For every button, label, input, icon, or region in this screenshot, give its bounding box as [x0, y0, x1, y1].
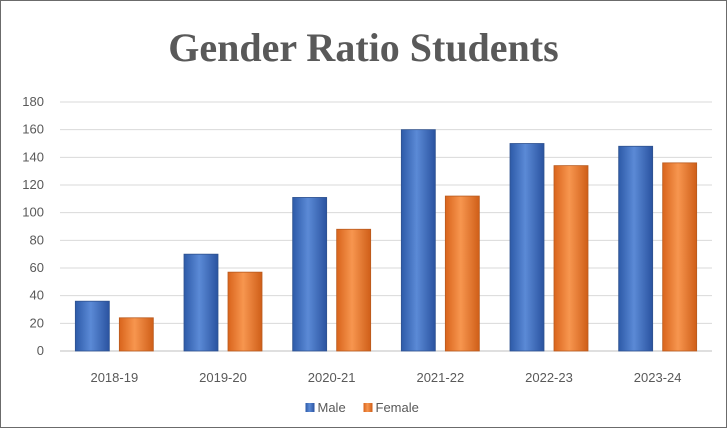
bar-female-2022-23	[553, 165, 589, 352]
y-tick-label: 0	[37, 343, 44, 358]
y-tick-label: 40	[30, 288, 44, 303]
x-tick-label: 2021-22	[416, 370, 464, 385]
y-tick-label: 140	[22, 149, 44, 164]
bar-female-2018-19	[118, 317, 154, 352]
bar-male-2021-22	[400, 129, 436, 352]
y-tick-label: 160	[22, 122, 44, 137]
bar-female-2020-21	[336, 228, 372, 352]
x-tick-label: 2019-20	[199, 370, 247, 385]
y-tick-label: 180	[22, 94, 44, 109]
bar-male-2020-21	[292, 197, 328, 352]
y-tick-label: 100	[22, 205, 44, 220]
bar-female-2019-20	[227, 271, 263, 352]
x-tick-label: 2020-21	[308, 370, 356, 385]
x-tick-label: 2022-23	[525, 370, 573, 385]
chart-title: Gender Ratio Students	[168, 25, 559, 70]
bar-male-2022-23	[509, 143, 545, 352]
bar-female-2021-22	[444, 195, 480, 352]
bar-male-2023-24	[618, 145, 654, 352]
y-tick-label: 80	[30, 232, 44, 247]
bar-male-2019-20	[183, 253, 219, 352]
y-tick-label: 60	[30, 260, 44, 275]
x-tick-label: 2018-19	[90, 370, 138, 385]
legend-swatch-female	[363, 403, 373, 412]
gridlines	[60, 101, 712, 352]
x-axis-tick-labels: 2018-19 2019-20 2020-21 2021-22 2022-23 2023-…	[90, 370, 681, 385]
bar-male-2018-19	[74, 300, 110, 352]
bars	[74, 129, 698, 352]
y-tick-label: 20	[30, 315, 44, 330]
bar-female-2023-24	[662, 162, 698, 352]
legend-label-male: Male	[318, 400, 346, 415]
y-axis-tick-labels: 0 20 40 60 80 100 120 140 160 180	[22, 94, 44, 358]
legend-swatch-male	[305, 403, 315, 412]
x-tick-label: 2023-24	[634, 370, 682, 385]
legend: Male Female	[305, 400, 419, 415]
y-tick-label: 120	[22, 177, 44, 192]
legend-label-female: Female	[376, 400, 419, 415]
